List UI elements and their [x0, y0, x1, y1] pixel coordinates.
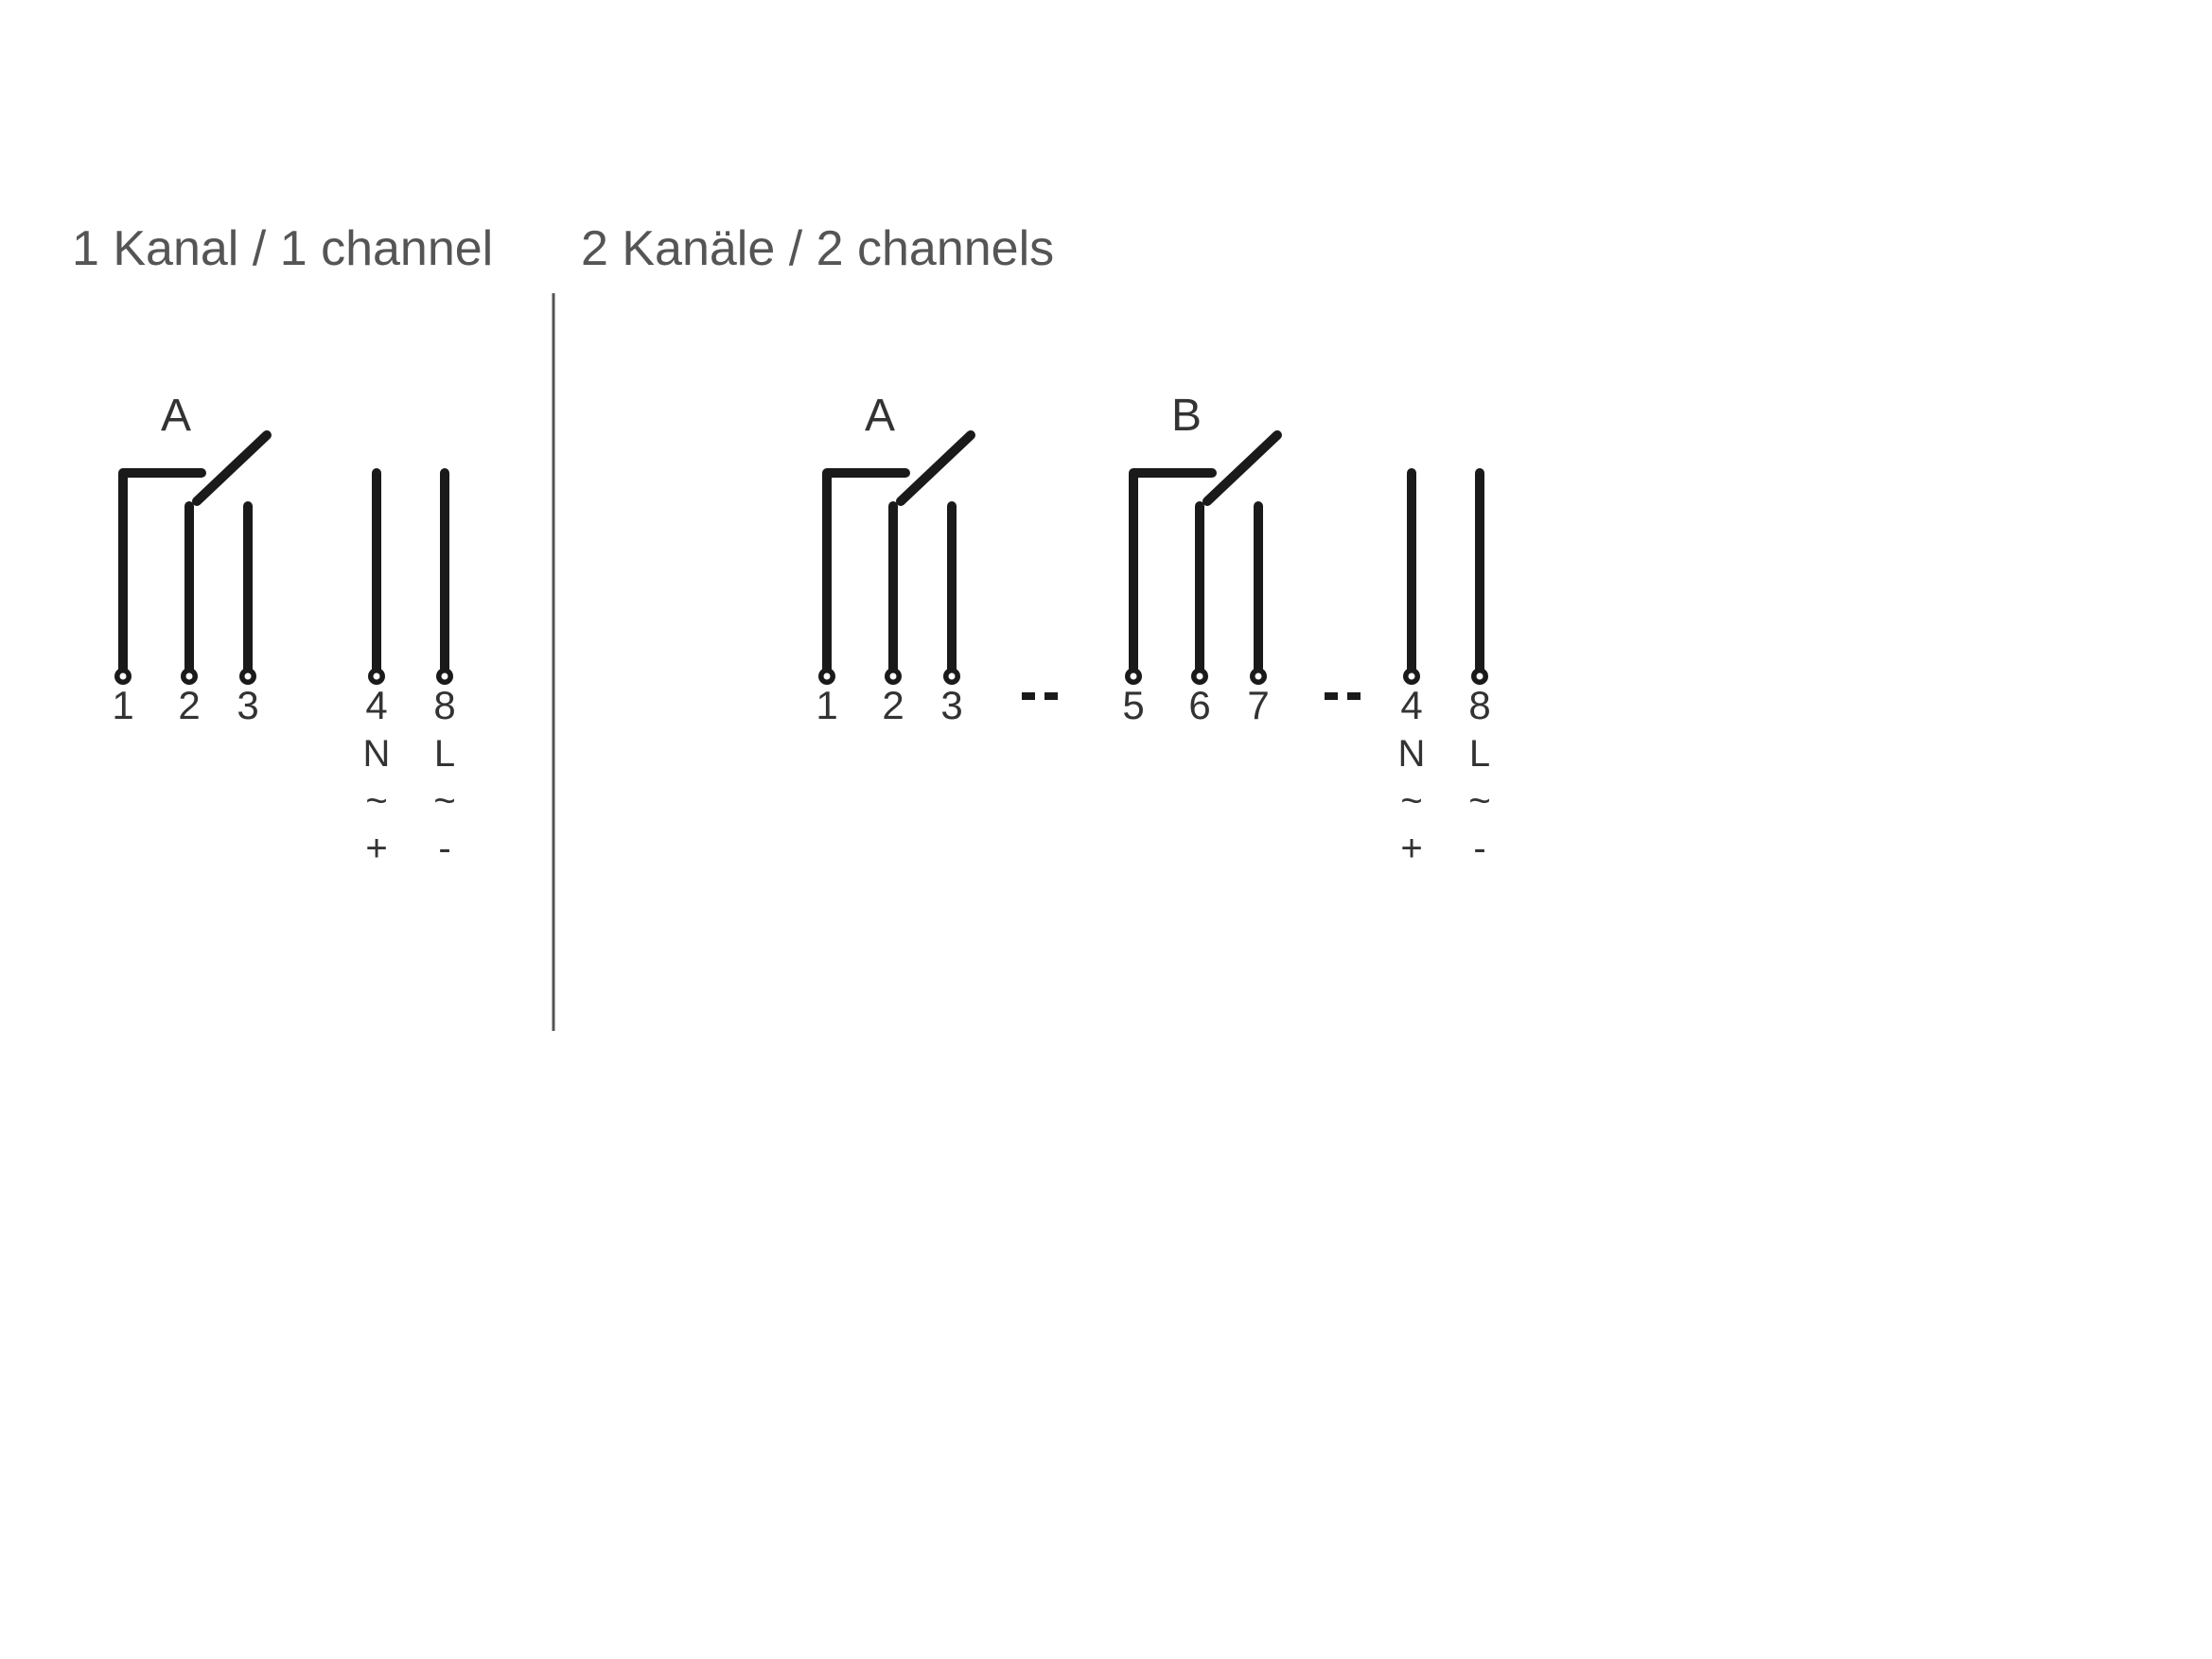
right-dash-0-1 — [1022, 692, 1035, 700]
right-power-sublabel-8-1: ~ — [1468, 780, 1490, 822]
left-power-sublabel-8-0: L — [434, 733, 455, 775]
left-terminal-dot-3-inner — [245, 673, 252, 680]
right-b-terminal-num-7: 7 — [1247, 683, 1269, 727]
heading-1-channel: 1 Kanal / 1 channel — [72, 221, 493, 276]
left-power-dot-4-inner — [374, 673, 380, 680]
left-power-sublabel-4-0: N — [363, 733, 391, 775]
right-power-num-8: 8 — [1468, 683, 1490, 727]
right-b-terminal-dot-7-inner — [1255, 673, 1262, 680]
right-a-terminal-num-1: 1 — [816, 683, 837, 727]
right-a-terminal-dot-1-inner — [824, 673, 831, 680]
right-power-sublabel-4-2: + — [1400, 828, 1422, 869]
right-power-dot-8-inner — [1477, 673, 1483, 680]
right-b-terminal-num-6: 6 — [1188, 683, 1210, 727]
right-b-terminal-dot-6-inner — [1197, 673, 1203, 680]
right-power-sublabel-4-0: N — [1398, 733, 1426, 775]
left-terminal-dot-1-inner — [120, 673, 127, 680]
right-b-switch-arm — [1207, 435, 1277, 501]
left-terminal-num-3: 3 — [237, 683, 258, 727]
diagram-container: 1 Kanal / 1 channel 2 Kanäle / 2 channels… — [0, 0, 2212, 1659]
left-power-sublabel-8-1: ~ — [433, 780, 455, 822]
left-switch-arm — [197, 435, 267, 501]
left-power-num-4: 4 — [365, 683, 387, 727]
left-power-sublabel-4-1: ~ — [365, 780, 387, 822]
left-power-num-8: 8 — [433, 683, 455, 727]
left-power-sublabel-4-2: + — [365, 828, 387, 869]
right-a-switch-label: A — [865, 391, 895, 441]
right-dash-0-2 — [1045, 692, 1058, 700]
right-a-terminal-dot-2-inner — [890, 673, 897, 680]
right-b-terminal-dot-5-inner — [1131, 673, 1137, 680]
right-dash-1-1 — [1325, 692, 1338, 700]
right-a-terminal-num-2: 2 — [882, 683, 904, 727]
left-switch-label: A — [161, 391, 191, 441]
left-terminal-dot-2-inner — [186, 673, 193, 680]
right-a-terminal-dot-3-inner — [949, 673, 956, 680]
right-power-num-4: 4 — [1400, 683, 1422, 727]
right-power-sublabel-8-2: - — [1473, 828, 1485, 869]
right-a-switch-arm — [901, 435, 971, 501]
left-power-dot-8-inner — [442, 673, 448, 680]
left-terminal-num-1: 1 — [112, 683, 133, 727]
right-power-sublabel-4-1: ~ — [1400, 780, 1422, 822]
right-power-dot-4-inner — [1409, 673, 1415, 680]
right-b-switch-label: B — [1171, 391, 1202, 441]
left-power-sublabel-8-2: - — [438, 828, 450, 869]
right-dash-1-2 — [1347, 692, 1361, 700]
heading-2-channels: 2 Kanäle / 2 channels — [581, 221, 1054, 276]
left-terminal-num-2: 2 — [178, 683, 200, 727]
wiring-diagram-svg: 1 Kanal / 1 channel 2 Kanäle / 2 channels… — [0, 0, 2212, 1659]
right-b-terminal-num-5: 5 — [1122, 683, 1144, 727]
right-power-sublabel-8-0: L — [1469, 733, 1490, 775]
right-a-terminal-num-3: 3 — [940, 683, 962, 727]
